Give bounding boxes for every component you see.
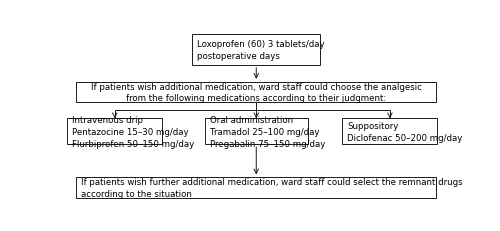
FancyBboxPatch shape <box>205 119 308 145</box>
FancyBboxPatch shape <box>342 119 438 145</box>
Text: Oral administration
Tramadol 25–100 mg/day
Pregabalin 75–150 mg/day: Oral administration Tramadol 25–100 mg/d… <box>210 116 325 148</box>
Text: If patients wish additional medication, ward staff could choose the analgesic
fr: If patients wish additional medication, … <box>91 82 422 103</box>
FancyBboxPatch shape <box>76 82 436 103</box>
FancyBboxPatch shape <box>76 178 436 198</box>
Text: Loxoprofen (60) 3 tablets/day
postoperative days: Loxoprofen (60) 3 tablets/day postoperat… <box>197 40 324 60</box>
Text: Intravenous drip
Pentazocine 15–30 mg/day
Flurbiprofen 50–150 mg/day: Intravenous drip Pentazocine 15–30 mg/da… <box>72 116 194 148</box>
FancyBboxPatch shape <box>68 119 162 145</box>
FancyBboxPatch shape <box>192 34 320 66</box>
Text: Suppository
Diclofenac 50–200 mg/day: Suppository Diclofenac 50–200 mg/day <box>347 122 463 142</box>
Text: If patients wish further additional medication, ward staff could select the remn: If patients wish further additional medi… <box>80 177 462 198</box>
